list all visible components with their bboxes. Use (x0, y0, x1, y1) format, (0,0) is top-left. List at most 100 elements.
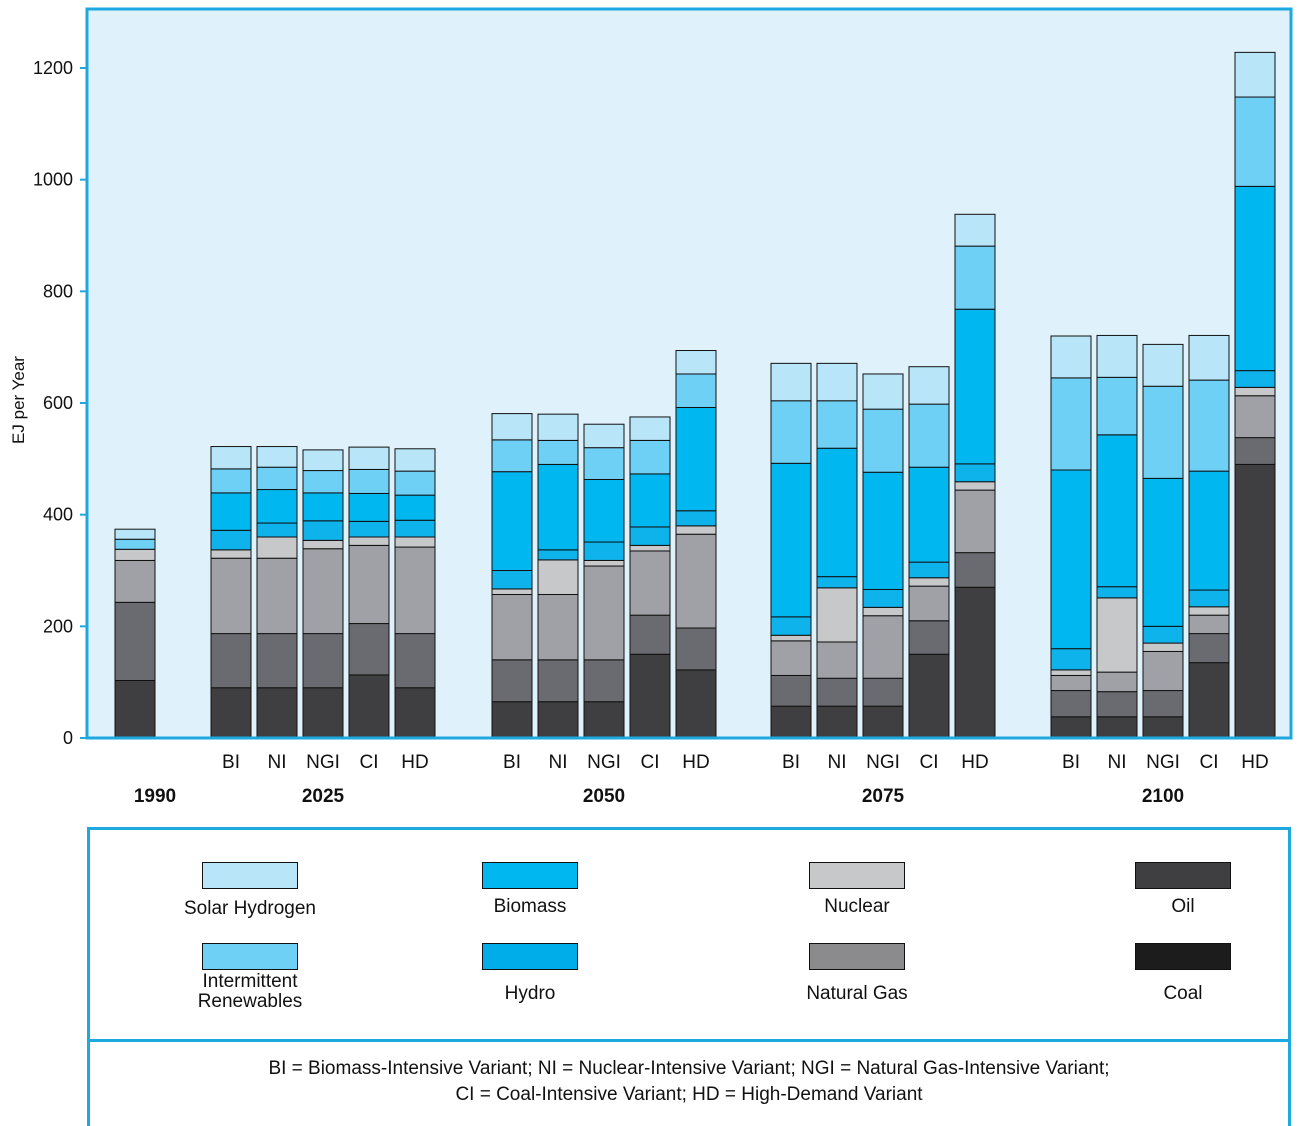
bar-segment-solar-hydrogen (1234, 51, 1276, 98)
legend-label: Coal (1163, 983, 1203, 1004)
bar-segment-solar-hydrogen (210, 446, 252, 470)
bar-segment-intermittent-renewables (114, 538, 156, 550)
abbreviation-line-1: BI = Biomass-Intensive Variant; NI = Nuc… (268, 1058, 1110, 1079)
bar-segment-solar-hydrogen (629, 416, 671, 441)
bar-segment-coal (348, 674, 390, 739)
bar-segment-oil (491, 659, 533, 703)
bar-segment-oil (394, 633, 436, 689)
legend-swatch-nuclear (809, 862, 905, 889)
bar-segment-hydro (348, 520, 390, 538)
bar-segment-intermittent-renewables (210, 468, 252, 494)
bar-segment-nuclear (908, 577, 950, 587)
legend-item-hydro: Hydro (430, 943, 630, 1004)
bar-segment-oil (1142, 690, 1184, 718)
bar-segment-hydro (210, 529, 252, 551)
bar-segment-solar-hydrogen (114, 528, 156, 540)
bar-segment-oil (256, 633, 298, 689)
year-label: 2050 (583, 786, 625, 807)
bar-segment-coal (1096, 716, 1138, 739)
legend-swatch-biomass (482, 862, 578, 889)
legend-swatch-solar-hydrogen (202, 862, 298, 889)
variant-label: NGI (866, 752, 900, 773)
bar-segment-nuclear (629, 544, 671, 552)
bar-segment-solar-hydrogen (583, 423, 625, 449)
bar-segment-oil (1188, 633, 1230, 664)
bar-segment-hydro (908, 561, 950, 579)
bar-segment-coal (256, 687, 298, 739)
bar-segment-oil (862, 677, 904, 707)
year-label: 2100 (1142, 786, 1184, 807)
bar-segment-oil (954, 552, 996, 588)
variant-label: BI (782, 752, 800, 773)
legend-item-nuclear: Nuclear (757, 862, 957, 917)
legend-item-coal: Coal (1083, 943, 1283, 1004)
bar-segment-intermittent-renewables (1050, 377, 1092, 471)
bar-segment-nuclear (1142, 642, 1184, 652)
bar-segment-solar-hydrogen (491, 413, 533, 441)
bar-segment-intermittent-renewables (537, 439, 579, 465)
y-tick-label: 0 (63, 728, 73, 748)
bar-segment-biomass (256, 489, 298, 524)
bar-segment-solar-hydrogen (770, 362, 812, 402)
legend-swatch-intermittent-renewables (202, 943, 298, 970)
bar-segment-oil (816, 677, 858, 707)
bar-segment-intermittent-renewables (770, 400, 812, 464)
bar-segment-natural-gas (302, 548, 344, 635)
bar-segment-intermittent-renewables (394, 470, 436, 496)
bar-segment-coal (862, 705, 904, 739)
abbreviation-note: BI = Biomass-Intensive Variant; NI = Nuc… (90, 1056, 1288, 1108)
variant-label: NI (268, 752, 287, 773)
bar-segment-natural-gas (862, 615, 904, 679)
bar-segment-nuclear (816, 587, 858, 643)
bar-segment-solar-hydrogen (1050, 335, 1092, 379)
variant-label: NGI (1146, 752, 1180, 773)
bar-segment-coal (1234, 463, 1276, 739)
legend-swatch-hydro (482, 943, 578, 970)
bar-segment-nuclear (954, 481, 996, 491)
variant-label: HD (961, 752, 988, 773)
bar-segment-solar-hydrogen (537, 413, 579, 441)
bar-segment-intermittent-renewables (583, 447, 625, 480)
legend-grid: Solar Hydrogen Biomass Nuclear Oil Inter… (90, 830, 1288, 1040)
bar-segment-oil (210, 633, 252, 689)
year-label: 2075 (862, 786, 905, 807)
bar-segment-coal (394, 687, 436, 739)
legend-item-oil: Oil (1083, 862, 1283, 917)
bar-segment-biomass (770, 462, 812, 618)
bar-segment-solar-hydrogen (954, 213, 996, 247)
legend-label: Nuclear (824, 896, 890, 917)
legend-label: Biomass (493, 896, 567, 917)
legend-item-solar-hydrogen: Solar Hydrogen (150, 862, 350, 919)
stacked-bar-chart: 0 200 400 600 800 1000 1200 EJ per Year 1990 BI NI… (9, 7, 1293, 807)
bar-segment-biomass (629, 473, 671, 528)
bar-segment-natural-gas (1096, 671, 1138, 693)
bar-segment-hydro (1234, 370, 1276, 388)
bar-segment-biomass (394, 494, 436, 521)
variant-label: HD (401, 752, 428, 773)
abbreviation-line-2: CI = Coal-Intensive Variant; HD = High-D… (455, 1084, 923, 1105)
bar-segment-oil (537, 659, 579, 703)
bar-segment-nuclear (302, 539, 344, 550)
bar-segment-natural-gas (629, 550, 671, 616)
bar-segment-hydro (1142, 625, 1184, 644)
bar-segment-oil (114, 601, 156, 681)
bar-segment-biomass (862, 471, 904, 590)
bar-segment-natural-gas (348, 544, 390, 625)
variant-label: CI (1200, 752, 1219, 773)
y-tick-label: 1000 (33, 170, 73, 190)
bar-segment-intermittent-renewables (1234, 96, 1276, 187)
bar-segment-natural-gas (1142, 650, 1184, 692)
bar-segment-oil (1096, 691, 1138, 718)
bar-segment-natural-gas (770, 640, 812, 676)
bar-segment-hydro (1188, 589, 1230, 608)
bar-segment-solar-hydrogen (256, 446, 298, 468)
bar-segment-nuclear (348, 536, 390, 546)
legend-label: Hydro (504, 983, 556, 1004)
bar-segment-natural-gas (537, 594, 579, 661)
legend-panel: Solar Hydrogen Biomass Nuclear Oil Inter… (87, 827, 1291, 1126)
legend-label: Intermittent Renewables (197, 971, 303, 1012)
bar-segment-oil (908, 620, 950, 655)
bar-segment-intermittent-renewables (675, 373, 717, 408)
bar-segment-solar-hydrogen (348, 446, 390, 470)
bar-segment-hydro (491, 570, 533, 590)
